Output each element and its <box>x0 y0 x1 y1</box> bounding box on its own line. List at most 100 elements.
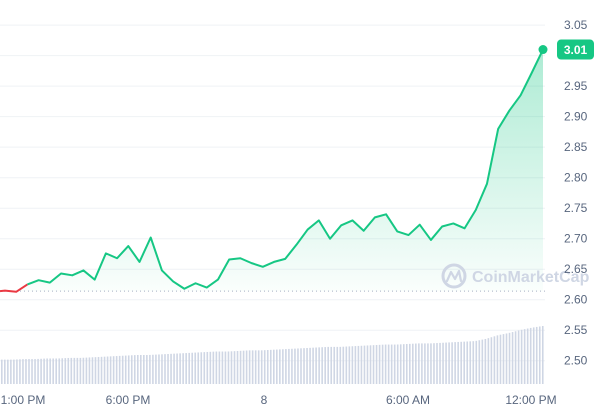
volume-bar <box>493 336 496 384</box>
volume-bar <box>532 327 535 384</box>
volume-bar <box>372 345 375 384</box>
volume-bar <box>1 359 3 384</box>
volume-bar <box>490 337 493 384</box>
volume-bar <box>25 359 27 384</box>
volume-bar <box>315 347 317 384</box>
volume-bar <box>427 343 429 384</box>
volume-bar <box>451 342 453 384</box>
volume-bar <box>155 354 157 384</box>
volume-bar <box>10 359 12 384</box>
volume-bar <box>133 355 136 384</box>
volume-bar <box>466 341 469 384</box>
volume-bar <box>182 353 184 384</box>
y-tick-label: 2.65 <box>564 262 588 276</box>
volume-bar <box>357 345 360 384</box>
volume-bar <box>505 333 508 384</box>
volume-bar <box>188 352 190 384</box>
volume-bar <box>266 350 269 384</box>
volume-bar <box>161 354 163 384</box>
y-tick-label: 2.50 <box>564 354 588 368</box>
x-tick-label: 8 <box>261 393 268 407</box>
volume-bar <box>520 329 523 384</box>
volume-bar <box>511 332 514 384</box>
volume-bar <box>212 351 215 384</box>
volume-bar <box>124 355 127 384</box>
volume-bar <box>478 340 481 384</box>
volume-bar <box>185 353 187 384</box>
volume-bar <box>433 343 435 384</box>
volume-bar <box>282 349 284 384</box>
volume-bar <box>442 342 444 384</box>
volume-bar <box>215 351 218 384</box>
volume-bar <box>158 354 160 384</box>
volume-bar <box>16 359 18 384</box>
y-tick-label: 2.55 <box>564 323 588 337</box>
volume-bar <box>523 329 526 384</box>
price-area-fill <box>5 49 543 292</box>
volume-bar <box>179 353 181 384</box>
volume-bar <box>297 348 299 384</box>
volume-bar <box>130 355 133 384</box>
volume-bar <box>502 334 505 384</box>
volume-bar <box>445 342 447 384</box>
volume-bar <box>387 344 390 384</box>
volume-bar <box>279 349 281 384</box>
y-tick-label: 2.70 <box>564 232 588 246</box>
volume-bar <box>405 344 408 384</box>
y-tick-label: 2.90 <box>564 110 588 124</box>
y-tick-label: 3.05 <box>564 18 588 32</box>
volume-bar <box>260 350 263 384</box>
volume-bar <box>46 358 48 384</box>
volume-bar <box>22 359 24 384</box>
volume-bar <box>88 357 91 384</box>
volume-bar <box>118 355 121 384</box>
volume-bar <box>306 347 308 384</box>
y-tick-label: 2.95 <box>564 79 588 93</box>
volume-bar <box>140 355 142 384</box>
volume-bar <box>535 326 538 384</box>
volume-bar <box>85 357 88 384</box>
volume-bar <box>109 356 112 384</box>
volume-bar <box>321 347 323 384</box>
volume-bar <box>137 355 139 384</box>
volume-bar <box>97 356 100 384</box>
volume-bar <box>94 357 97 384</box>
volume-bar <box>418 343 420 384</box>
volume-bar <box>499 334 502 384</box>
volume-bar <box>146 355 148 384</box>
volume-bar <box>103 356 106 384</box>
volume-bar <box>152 354 154 384</box>
volume-bar <box>121 355 124 384</box>
volume-bar <box>40 358 42 384</box>
volume-bar <box>34 359 36 384</box>
volume-bar <box>224 351 227 384</box>
volume-bar <box>245 350 248 384</box>
volume-bar <box>312 347 314 384</box>
volume-bar <box>19 359 21 384</box>
volume-bar <box>369 345 372 384</box>
volume-bar <box>541 326 544 384</box>
y-tick-label: 2.85 <box>564 140 588 154</box>
volume-bar <box>351 346 354 384</box>
volume-bar <box>300 348 302 384</box>
volume-bar <box>469 341 472 384</box>
x-tick-label: 1:00 PM <box>1 393 46 407</box>
volume-bar <box>436 343 438 384</box>
volume-bar <box>336 346 339 384</box>
volume-bar <box>115 356 118 384</box>
volume-bar <box>236 350 239 384</box>
volume-bar <box>13 359 15 384</box>
volume-bar <box>291 348 293 384</box>
x-tick-label: 12:00 PM <box>505 393 556 407</box>
volume-bar <box>460 341 462 384</box>
volume-bar <box>76 357 79 384</box>
volume-bar <box>173 353 175 384</box>
volume-bar <box>73 357 76 384</box>
volume-bar <box>143 355 145 384</box>
volume-bar <box>248 350 251 384</box>
volume-bar <box>7 359 9 384</box>
volume-bar <box>409 343 411 384</box>
last-price-label: 3.01 <box>564 43 588 57</box>
